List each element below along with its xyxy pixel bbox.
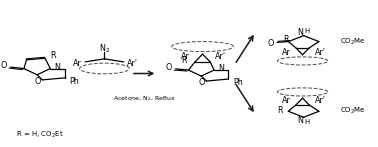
Text: O: O [267, 39, 273, 48]
Text: O: O [35, 77, 41, 86]
Text: N: N [298, 28, 304, 37]
Text: H: H [305, 28, 310, 34]
Text: Ar': Ar' [315, 96, 326, 105]
Text: N: N [218, 64, 224, 73]
Text: N: N [54, 63, 60, 72]
Text: CO$_2$Me: CO$_2$Me [340, 37, 366, 47]
Text: Ph: Ph [233, 78, 243, 87]
Text: R: R [284, 35, 289, 44]
Text: CO$_2$Me: CO$_2$Me [340, 105, 366, 116]
Text: R: R [277, 106, 283, 115]
Text: N$_2$: N$_2$ [99, 42, 110, 55]
Text: O: O [166, 63, 172, 72]
Text: Ph: Ph [70, 77, 79, 86]
Text: N: N [298, 116, 304, 125]
Text: Ar': Ar' [215, 52, 226, 61]
Text: Ar': Ar' [315, 48, 326, 57]
Text: O: O [1, 61, 7, 70]
Text: Ar': Ar' [127, 59, 138, 68]
Text: R = H, CO$_2$Et: R = H, CO$_2$Et [16, 130, 64, 140]
Text: R: R [181, 56, 186, 65]
Text: Ar: Ar [282, 48, 291, 57]
Text: H: H [305, 119, 310, 125]
Text: Acetone, N$_2$, Reflux: Acetone, N$_2$, Reflux [113, 94, 175, 103]
Text: Ar: Ar [181, 52, 190, 61]
Text: R: R [51, 51, 56, 60]
Text: O: O [199, 78, 205, 87]
Text: Ar: Ar [73, 59, 81, 68]
Text: Ar: Ar [282, 96, 291, 105]
